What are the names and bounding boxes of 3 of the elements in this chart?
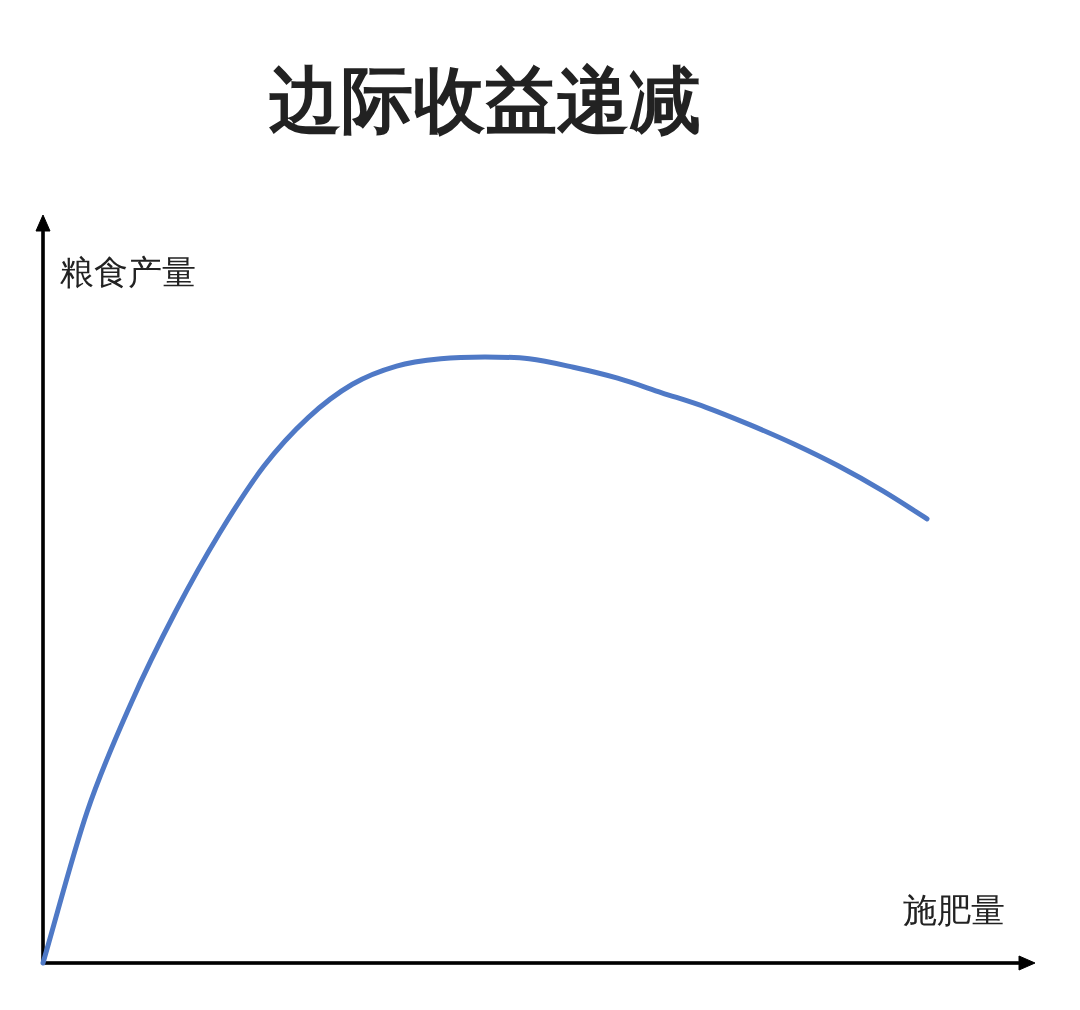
y-axis-title: 粮食产量 — [60, 252, 196, 292]
chart-title: 边际收益递减 — [269, 58, 701, 142]
x-axis-title: 施肥量 — [903, 890, 1005, 930]
